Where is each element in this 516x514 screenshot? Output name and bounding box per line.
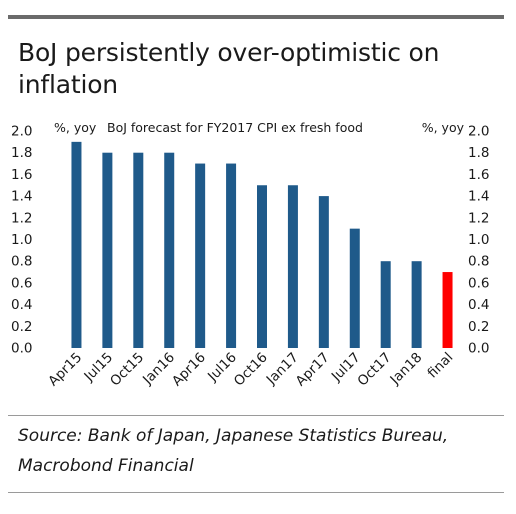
right-y-tick-label: 0.0 <box>468 341 489 357</box>
bar-jan18 <box>411 261 422 348</box>
right-y-axis: 0.0 0.2 0.4 0.6 0.8 1.0 1.2 1.4 1.6 1.8 2.0 <box>468 124 489 357</box>
left-y-tick-label: 1.4 <box>11 189 32 205</box>
right-y-tick-label: 2.0 <box>468 124 489 140</box>
left-y-tick-label: 1.2 <box>11 210 32 226</box>
x-tick-label: Apr17 <box>293 350 333 390</box>
bar-jan17 <box>287 185 298 348</box>
x-tick-label: Oct17 <box>355 350 395 390</box>
right-y-tick-label: 1.8 <box>468 145 489 161</box>
source-note: Source: Bank of Japan, Japanese Statisti… <box>18 426 449 476</box>
right-y-tick-label: 1.4 <box>468 189 489 205</box>
top-rule <box>8 15 504 19</box>
right-y-unit-label: %, yoy <box>422 120 465 135</box>
right-y-tick-label: 0.6 <box>468 275 489 291</box>
left-y-tick-label: 2.0 <box>11 124 32 140</box>
bar-chart: 0.0 0.2 0.4 0.6 0.8 1.0 1.2 1.4 1.6 1.8 2.0 0.0 0.2… <box>11 120 489 390</box>
right-y-tick-label: 1.2 <box>468 210 489 226</box>
left-y-tick-label: 1.0 <box>11 232 32 248</box>
left-y-tick-label: 0.4 <box>11 297 32 313</box>
left-y-tick-label: 0.2 <box>11 319 32 335</box>
bar-jan16 <box>164 152 175 348</box>
left-y-tick-label: 1.8 <box>11 145 32 161</box>
x-tick-label: Apr16 <box>169 350 209 390</box>
right-y-tick-label: 0.2 <box>468 319 489 335</box>
bar-oct16 <box>257 185 267 348</box>
bar-oct15 <box>133 152 144 348</box>
bar-jul16 <box>226 163 237 348</box>
x-axis-labels: Apr15Jul15Oct15Jan16Apr16Jul16Oct16Jan17… <box>45 350 456 390</box>
chart-title: BoJ persistently over-optimistic on infl… <box>18 38 440 99</box>
chart-card: BoJ persistently over-optimistic on infl… <box>8 0 504 496</box>
bars <box>71 141 453 348</box>
left-y-unit-label: %, yoy <box>54 120 97 135</box>
left-y-axis: 0.0 0.2 0.4 0.6 0.8 1.0 1.2 1.4 1.6 1.8 2.0 <box>11 124 32 357</box>
right-y-tick-label: 0.8 <box>468 254 489 270</box>
left-y-tick-label: 1.6 <box>11 167 32 183</box>
x-tick-label: final <box>424 350 456 382</box>
source-separator <box>8 415 504 416</box>
bar-oct17 <box>380 261 391 348</box>
right-y-tick-label: 1.6 <box>468 167 489 183</box>
bar-jul15 <box>102 152 113 348</box>
x-tick-label: Jan18 <box>387 350 426 389</box>
bar-jul17 <box>349 228 360 348</box>
left-y-tick-label: 0.0 <box>11 341 32 357</box>
bar-apr15 <box>71 141 82 348</box>
bar-apr17 <box>318 196 329 348</box>
x-tick-label: Oct15 <box>107 350 147 390</box>
left-y-tick-label: 0.6 <box>11 275 32 291</box>
right-y-tick-label: 1.0 <box>468 232 489 248</box>
bottom-rule <box>8 492 504 493</box>
right-y-tick-label: 0.4 <box>468 297 489 313</box>
bar-apr16 <box>195 163 206 348</box>
x-tick-label: Oct16 <box>231 350 271 390</box>
bar-final <box>442 272 453 348</box>
left-y-tick-label: 0.8 <box>11 254 32 270</box>
x-tick-label: Apr15 <box>45 350 85 390</box>
legend-label: BoJ forecast for FY2017 CPI ex fresh foo… <box>107 120 363 135</box>
